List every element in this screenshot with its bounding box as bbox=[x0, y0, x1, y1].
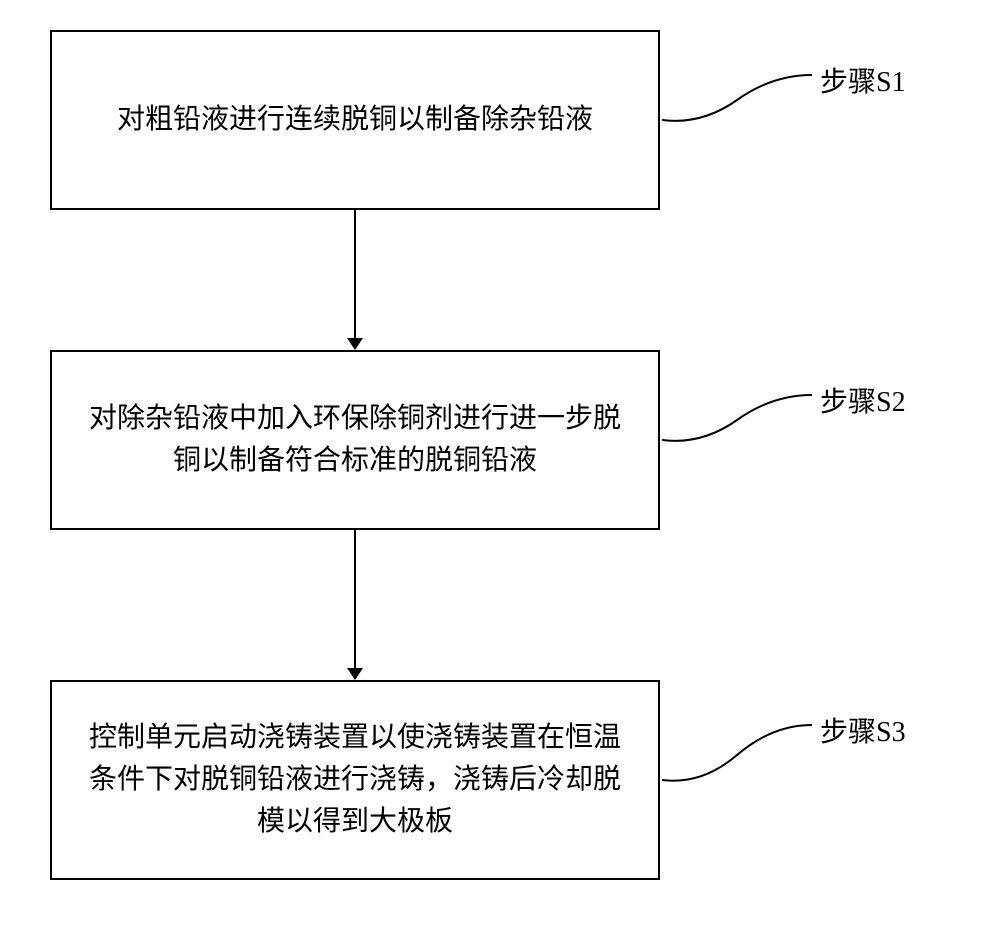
step-text-s1: 对粗铅液进行连续脱铜以制备除杂铅液 bbox=[117, 99, 593, 141]
step-text-s2: 对除杂铅液中加入环保除铜剂进行进一步脱铜以制备符合标准的脱铜铅液 bbox=[82, 398, 628, 482]
connector-line-2 bbox=[354, 530, 356, 670]
step-text-s3: 控制单元启动浇铸装置以使浇铸装置在恒温条件下对脱铜铅液进行浇铸，浇铸后冷却脱模以… bbox=[82, 717, 628, 843]
step-label-s1: 步骤S1 bbox=[820, 60, 906, 100]
step-label-s3: 步骤S3 bbox=[820, 710, 906, 750]
curve-connector-s1 bbox=[662, 60, 822, 140]
curve-connector-s2 bbox=[662, 380, 822, 460]
flowchart-container: 对粗铅液进行连续脱铜以制备除杂铅液 步骤S1 对除杂铅液中加入环保除铜剂进行进一… bbox=[0, 0, 1000, 932]
step-box-s2: 对除杂铅液中加入环保除铜剂进行进一步脱铜以制备符合标准的脱铜铅液 bbox=[50, 350, 660, 530]
connector-line-1 bbox=[354, 210, 356, 340]
step-box-s1: 对粗铅液进行连续脱铜以制备除杂铅液 bbox=[50, 30, 660, 210]
curve-connector-s3 bbox=[662, 710, 822, 800]
step-box-s3: 控制单元启动浇铸装置以使浇铸装置在恒温条件下对脱铜铅液进行浇铸，浇铸后冷却脱模以… bbox=[50, 680, 660, 880]
arrow-down-1 bbox=[347, 338, 363, 350]
arrow-down-2 bbox=[347, 668, 363, 680]
step-label-s2: 步骤S2 bbox=[820, 380, 906, 420]
